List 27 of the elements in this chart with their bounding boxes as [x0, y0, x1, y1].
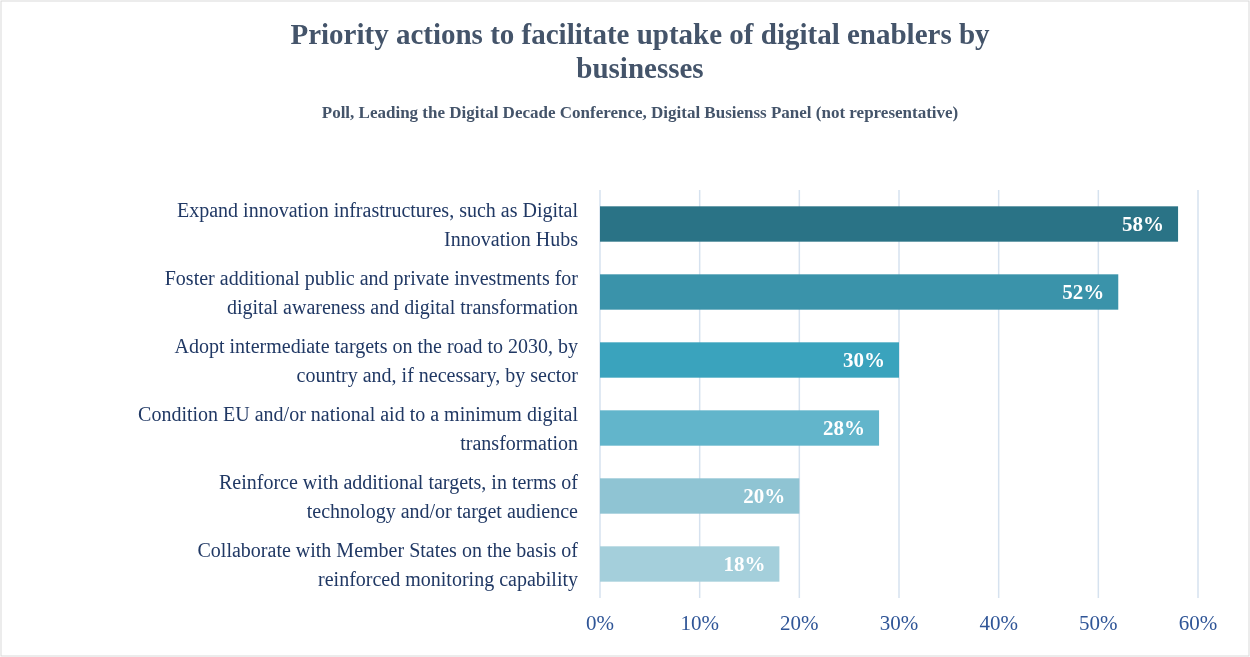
y-tick-label: Condition EU and/or national aid to a minimum digital transformation [138, 402, 579, 454]
data-label: 18% [723, 552, 766, 577]
bar [600, 206, 1179, 242]
x-tick-label: 40% [979, 611, 1018, 635]
bar [600, 274, 1119, 310]
x-tick-label: 0% [586, 611, 614, 635]
chart-subtitle: Poll, Leading the Digital Decade Conference, Digital Busienss Panel (not representative) [321, 103, 959, 122]
bar [600, 342, 899, 378]
data-label: 30% [843, 348, 885, 373]
y-tick-label: Expand innovation infrastructures, such as Digital Innovation Hubs [176, 198, 579, 250]
y-tick-label: Foster additional public and private investments for digital awareness and digital transformation [164, 266, 579, 319]
data-label: 20% [743, 484, 786, 509]
y-tick-label: Collaborate with Member States on the basis of reinforced monitoring capability [197, 538, 579, 591]
x-tick-label: 60% [1178, 611, 1218, 635]
bar [600, 478, 800, 514]
data-label: 28% [823, 416, 866, 441]
y-tick-label: Reinforce with additional targets, in terms of technology and/or target audience [219, 470, 579, 523]
x-tick-label: 50% [1079, 611, 1118, 635]
x-tick-label: 20% [780, 611, 819, 635]
x-tick-label: 10% [680, 611, 719, 635]
data-label: 52% [1062, 280, 1105, 305]
bar [600, 410, 880, 446]
y-tick-label: Adopt intermediate targets on the road to 2030, by country and, if necessary, by sector [174, 334, 579, 387]
chart-title: Priority actions to facilitate uptake of digital enablers by businesses [290, 18, 991, 84]
data-label: 58% [1122, 212, 1165, 237]
x-tick-label: 30% [879, 611, 919, 635]
bar [600, 546, 780, 582]
